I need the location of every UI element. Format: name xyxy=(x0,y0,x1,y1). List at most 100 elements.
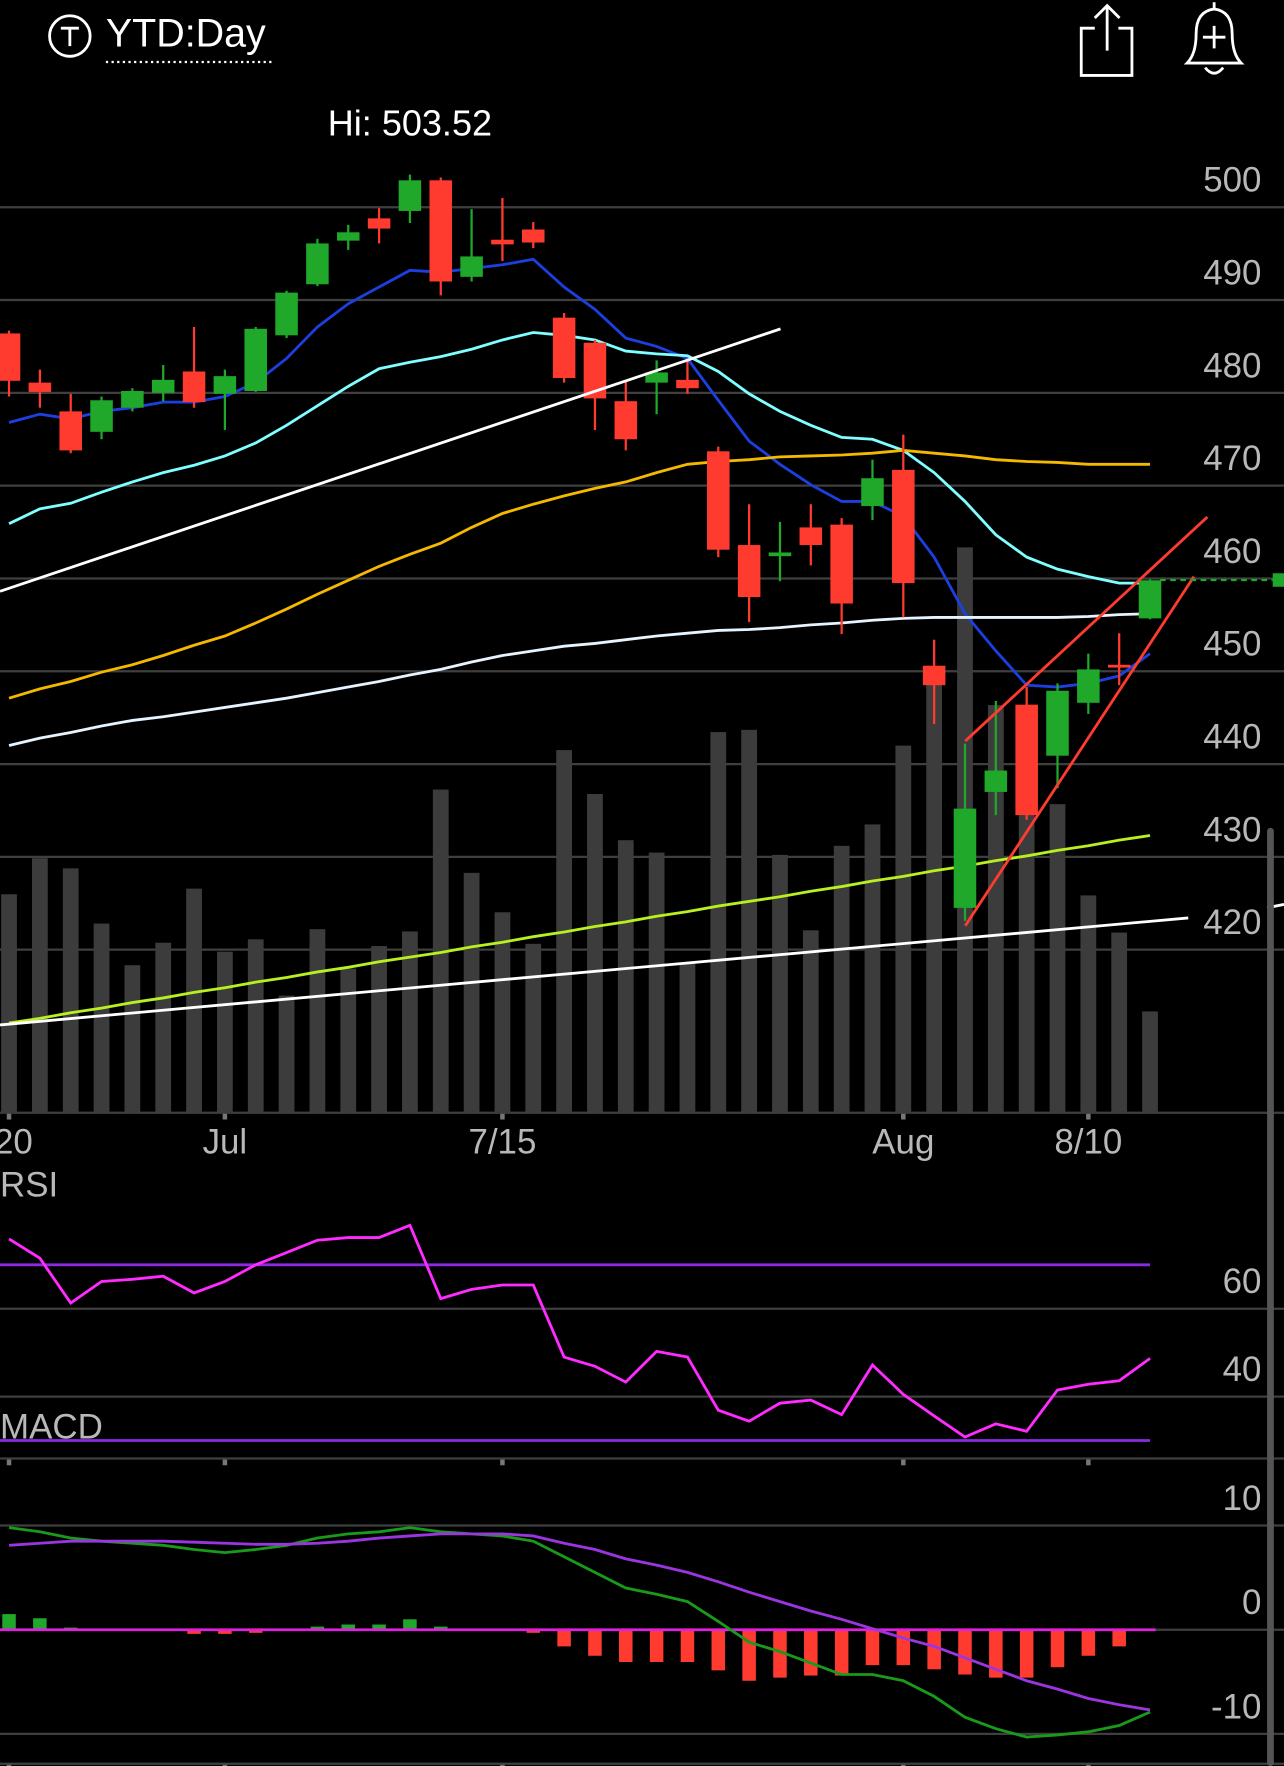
y-tick-label: 0 xyxy=(1242,1583,1261,1622)
histogram-bar xyxy=(989,1629,1003,1678)
volume-bar xyxy=(1049,804,1066,1113)
y-tick-label: 470 xyxy=(1203,439,1261,478)
volume-bar xyxy=(463,872,480,1113)
volume-bar xyxy=(864,824,881,1113)
histogram-bar xyxy=(649,1629,664,1663)
volume-bar xyxy=(802,930,819,1113)
volume-bar xyxy=(926,673,943,1113)
moving-average xyxy=(8,448,1151,700)
candle-body xyxy=(953,808,977,908)
volume-bar xyxy=(987,705,1004,1113)
histogram-bar xyxy=(218,1629,232,1634)
histogram-bar xyxy=(187,1629,201,1634)
candle-body xyxy=(676,379,699,389)
volume-bar xyxy=(402,931,418,1113)
volume-bar xyxy=(340,968,357,1113)
candle-body xyxy=(768,552,792,557)
volume-bar xyxy=(617,840,634,1113)
candle-body xyxy=(151,379,175,393)
last-price-marker xyxy=(1272,573,1284,587)
candle-body xyxy=(491,239,514,245)
y-tick-label: 490 xyxy=(1203,253,1261,292)
candle-body xyxy=(522,229,545,243)
candle-body xyxy=(892,469,915,584)
volume-bar xyxy=(62,868,79,1113)
candle-body xyxy=(1107,664,1131,668)
histogram-bar xyxy=(865,1629,880,1666)
volume-bar xyxy=(371,946,387,1113)
header-title[interactable]: YTD:Day xyxy=(106,11,266,55)
volume-bar xyxy=(494,912,511,1113)
x-tick-label: Aug xyxy=(872,1123,934,1162)
candle-body xyxy=(460,256,483,277)
candle-body xyxy=(90,400,113,432)
histogram-bar xyxy=(927,1629,941,1670)
candle-body xyxy=(306,243,329,285)
channel-line xyxy=(964,575,1196,927)
x-tick-label: 8/10 xyxy=(1054,1123,1122,1162)
volume-bar xyxy=(217,951,233,1113)
y-tick-label: 420 xyxy=(1203,903,1261,942)
y-tick-label: 40 xyxy=(1223,1350,1262,1389)
volume-bar xyxy=(710,732,727,1113)
candle-body xyxy=(1138,580,1162,619)
moving-average xyxy=(8,331,1151,585)
y-tick-label: 10 xyxy=(1223,1479,1262,1518)
histogram-bar xyxy=(526,1629,541,1633)
volume-bar xyxy=(679,962,696,1113)
histogram-bar xyxy=(33,1618,47,1630)
volume-bar xyxy=(309,929,326,1113)
y-tick-label: 450 xyxy=(1203,625,1261,664)
histogram-bar xyxy=(248,1629,263,1633)
panel-title: RSI xyxy=(0,1165,58,1204)
histogram-bar xyxy=(403,1619,417,1630)
histogram-bar xyxy=(433,1626,448,1630)
trend-line xyxy=(0,916,1189,1027)
candle-body xyxy=(861,478,884,507)
candle-body xyxy=(583,342,607,399)
candle-body xyxy=(614,401,638,440)
moving-average xyxy=(8,612,1151,747)
volume-bar xyxy=(93,923,110,1113)
candle-body xyxy=(429,180,453,282)
histogram-bar xyxy=(2,1614,16,1630)
candle-body xyxy=(1015,704,1038,816)
histogram-bar xyxy=(588,1629,602,1656)
candle-body xyxy=(1046,690,1069,756)
volume-bar xyxy=(741,729,758,1113)
x-tick-label: /20 xyxy=(0,1123,33,1162)
candle-body xyxy=(830,524,853,604)
histogram-bar xyxy=(773,1629,787,1678)
volume-bar xyxy=(1111,932,1128,1113)
histogram-bar xyxy=(341,1624,356,1630)
volume-bar xyxy=(895,745,912,1113)
histogram-bar xyxy=(804,1629,818,1676)
histogram-bar xyxy=(896,1629,911,1666)
ticker-icon[interactable] xyxy=(48,14,92,58)
volume-bar xyxy=(247,939,264,1113)
volume-bar xyxy=(833,845,850,1113)
high-annotation: Hi: 503.52 xyxy=(328,103,492,144)
x-tick-label: 7/15 xyxy=(468,1123,536,1162)
histogram-bar xyxy=(1050,1629,1065,1668)
alert-button[interactable] xyxy=(1183,2,1245,75)
candle-body xyxy=(182,371,206,403)
histogram-bar xyxy=(310,1626,325,1630)
histogram-bar xyxy=(834,1629,849,1676)
volume-bar xyxy=(124,965,141,1113)
candle-body xyxy=(336,232,360,241)
share-button[interactable] xyxy=(1079,3,1134,77)
indicator-line xyxy=(8,1526,1151,1739)
candle-body xyxy=(984,770,1008,792)
trend-line xyxy=(0,327,781,593)
y-tick-label: 500 xyxy=(1203,161,1261,200)
y-tick-label: 480 xyxy=(1203,346,1261,385)
volume-bar xyxy=(587,794,603,1113)
histogram-bar xyxy=(372,1624,386,1630)
candle-body xyxy=(1077,669,1100,703)
header: YTD:Day xyxy=(48,2,1245,77)
candle-body xyxy=(737,545,761,598)
histogram-bar xyxy=(1112,1629,1126,1647)
